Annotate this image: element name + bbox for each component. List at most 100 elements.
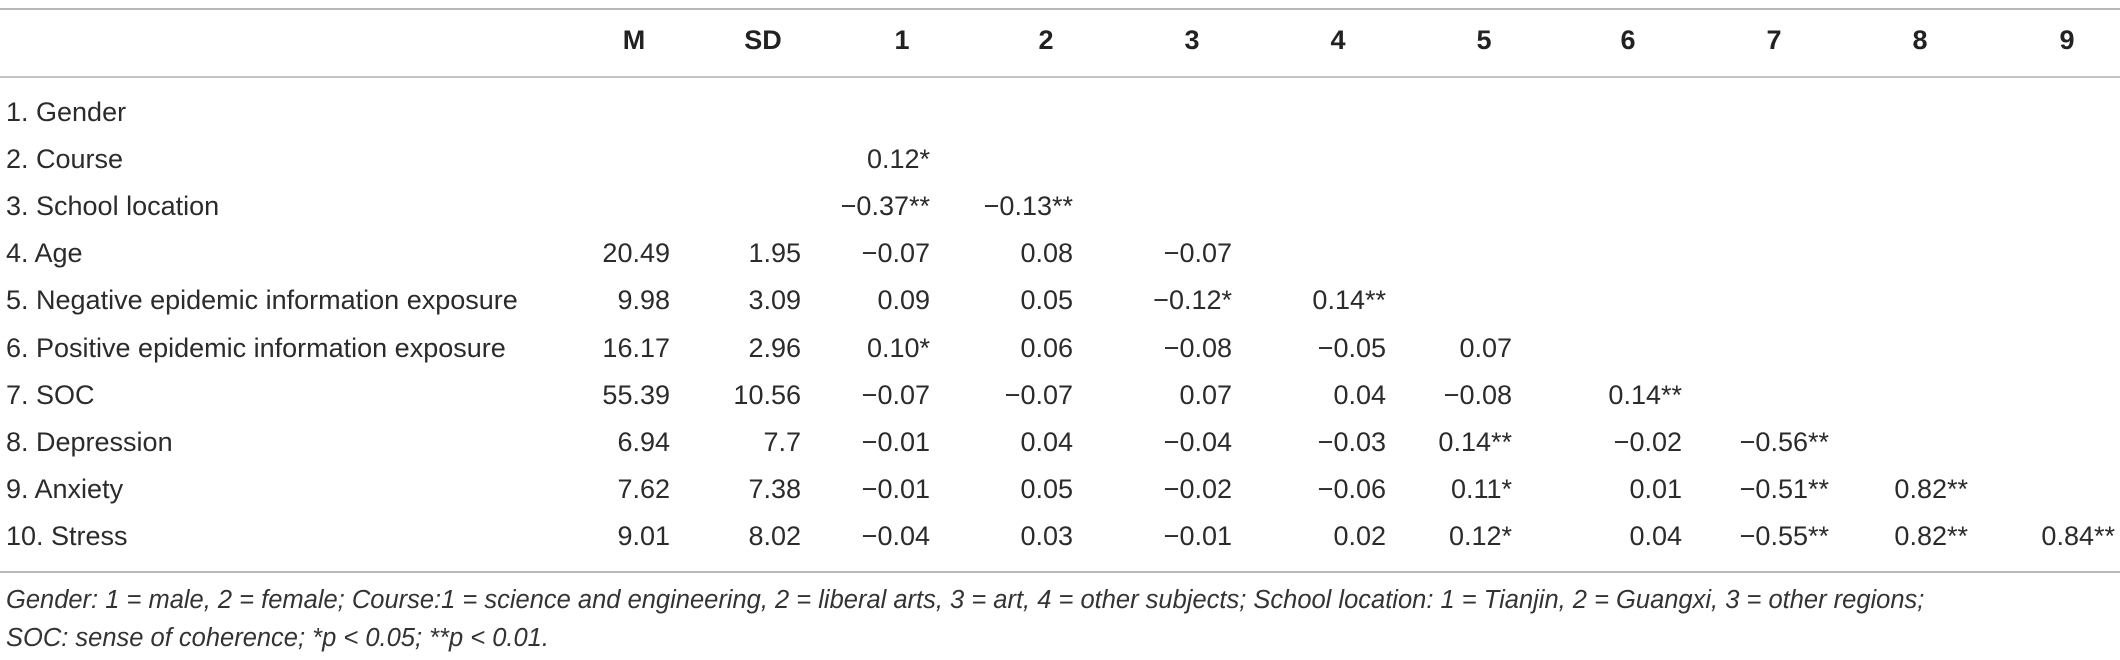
table-cell (1332, 183, 1512, 230)
table-cell: 0.04 (1020, 426, 1073, 457)
table-cell: 0.02 (1333, 520, 1386, 551)
header-cell: 4 (1330, 25, 1346, 55)
table-cell (1052, 183, 1232, 230)
row-label: 9. Anxiety (6, 473, 124, 504)
table-row: 1. Gender (0, 89, 2120, 136)
header-cell: 6 (1620, 25, 1636, 55)
table-cell: −0.07 (861, 379, 930, 410)
table-cell (1935, 89, 2115, 136)
table-cell (1935, 419, 2115, 466)
table-cell: 0.82** (1894, 520, 1968, 551)
table-cell: −0.13** (983, 191, 1073, 222)
table-cell: −0.51** (1739, 473, 1829, 504)
table-row: 10. Stress 9.01 8.02 −0.04 0.03 −0.01 0.02 0.12… (0, 513, 2120, 560)
row-label: 5. Negative epidemic information exposur… (6, 285, 518, 316)
table-cell: −0.12* (1153, 285, 1232, 316)
table-cell (1935, 136, 2115, 183)
table-cell: −0.04 (861, 520, 930, 551)
row-label: 1. Gender (6, 97, 127, 127)
table-cell (1935, 183, 2115, 230)
header-cell: 1 (894, 25, 910, 55)
table-cell: −0.07 (861, 238, 930, 269)
table-cell: 0.04 (1333, 379, 1386, 410)
table-cell: 16.17 (602, 332, 670, 363)
table-top-rule (0, 8, 2120, 10)
table-cell: 0.14** (1438, 426, 1512, 457)
table-cell: 0.08 (1020, 238, 1073, 269)
table-cell: 6.94 (617, 426, 670, 457)
header-cell: 3 (1184, 25, 1200, 55)
table-cell: −0.05 (1317, 332, 1386, 363)
table-cell (1332, 136, 1512, 183)
table-cell: 0.10* (866, 332, 930, 363)
table-cell (1052, 136, 1232, 183)
table-cell: 0.14** (1608, 379, 1682, 410)
table-cell: 0.04 (1629, 520, 1682, 551)
table-cell: 20.49 (602, 238, 670, 269)
header-cell: M (622, 25, 646, 55)
footnote-line-1: Gender: 1 = male, 2 = female; Course:1 =… (6, 586, 1925, 614)
table-row: 9. Anxiety 7.62 7.38 −0.01 0.05 −0.02 −0.06 0.1… (0, 466, 2120, 513)
table-cell: 0.07 (1179, 379, 1232, 410)
table-cell: 0.07 (1459, 332, 1512, 363)
row-label: 4. Age (6, 238, 83, 269)
table-bottom-rule (0, 571, 2120, 573)
table-cell (893, 136, 1073, 183)
table-cell: 2.96 (748, 332, 801, 363)
table-cell: −0.02 (1613, 426, 1682, 457)
table-cell: 10.56 (733, 379, 801, 410)
table-row: 4. Age 20.49 1.95 −0.07 0.08 −0.07 (0, 230, 2120, 277)
row-label: 3. School location (6, 191, 220, 222)
table-cell (1332, 89, 1512, 136)
table-cell (1052, 89, 1232, 136)
table-cell: −0.02 (1163, 473, 1232, 504)
row-label: 8. Depression (6, 426, 173, 457)
table-cell: 0.01 (1629, 473, 1682, 504)
row-label: 10. Stress (6, 520, 128, 551)
table-cell: 0.14** (1312, 285, 1386, 316)
row-label: 7. SOC (6, 379, 95, 410)
table-cell: 0.11* (1450, 473, 1512, 504)
table-cell: 0.09 (877, 285, 930, 316)
table-cell: −0.01 (861, 426, 930, 457)
table-cell: −0.07 (1004, 379, 1073, 410)
table-cell: 0.03 (1020, 520, 1073, 551)
table-cell: −0.04 (1163, 426, 1232, 457)
table-cell: −0.03 (1317, 426, 1386, 457)
table-cell: −0.07 (1163, 238, 1232, 269)
table-cell (1332, 230, 1512, 277)
table-cell: 55.39 (602, 379, 670, 410)
table-cell: 1.95 (748, 238, 801, 269)
table-cell (1935, 466, 2115, 513)
table-cell (1935, 230, 2115, 277)
table-cell (1935, 325, 2115, 372)
table-row: 8. Depression 6.94 7.7 −0.01 0.04 −0.04 −0.03 0… (0, 419, 2120, 466)
table-row: 5. Negative epidemic information exposur… (0, 277, 2120, 324)
table-row: 2. Course 0.12* (0, 136, 2120, 183)
row-label: 2. Course (6, 144, 124, 175)
table-footnote: Gender: 1 = male, 2 = female; Course:1 =… (6, 581, 2106, 657)
table-cell (1935, 372, 2115, 419)
table-cell (893, 89, 1073, 136)
table-cell: −0.55** (1739, 520, 1829, 551)
header-cell: 5 (1476, 25, 1492, 55)
footnote-line-2: SOC: sense of coherence; *p < 0.05; **p … (6, 624, 549, 652)
table-row: 6. Positive epidemic information exposur… (0, 325, 2120, 372)
table-cell: 7.62 (617, 473, 670, 504)
table-cell: 0.84** (2041, 520, 2115, 551)
table-cell (1332, 277, 1512, 324)
table-cell: 0.06 (1020, 332, 1073, 363)
table-cell: −0.01 (1163, 520, 1232, 551)
table-cell: 0.12* (866, 144, 930, 175)
table-row: 7. SOC 55.39 10.56 −0.07 −0.07 0.07 0.04 −0.08 0… (0, 372, 2120, 419)
table-cell: 0.05 (1020, 473, 1073, 504)
table-cell: −0.01 (861, 473, 930, 504)
table-cell: 7.7 (763, 426, 801, 457)
header-cell: 8 (1912, 25, 1928, 55)
table-cell: 0.12* (1448, 520, 1512, 551)
table-cell: −0.08 (1163, 332, 1232, 363)
table-cell: 9.98 (617, 285, 670, 316)
table-cell: 3.09 (748, 285, 801, 316)
header-cell: 2 (1038, 25, 1054, 55)
table-cell: −0.06 (1317, 473, 1386, 504)
